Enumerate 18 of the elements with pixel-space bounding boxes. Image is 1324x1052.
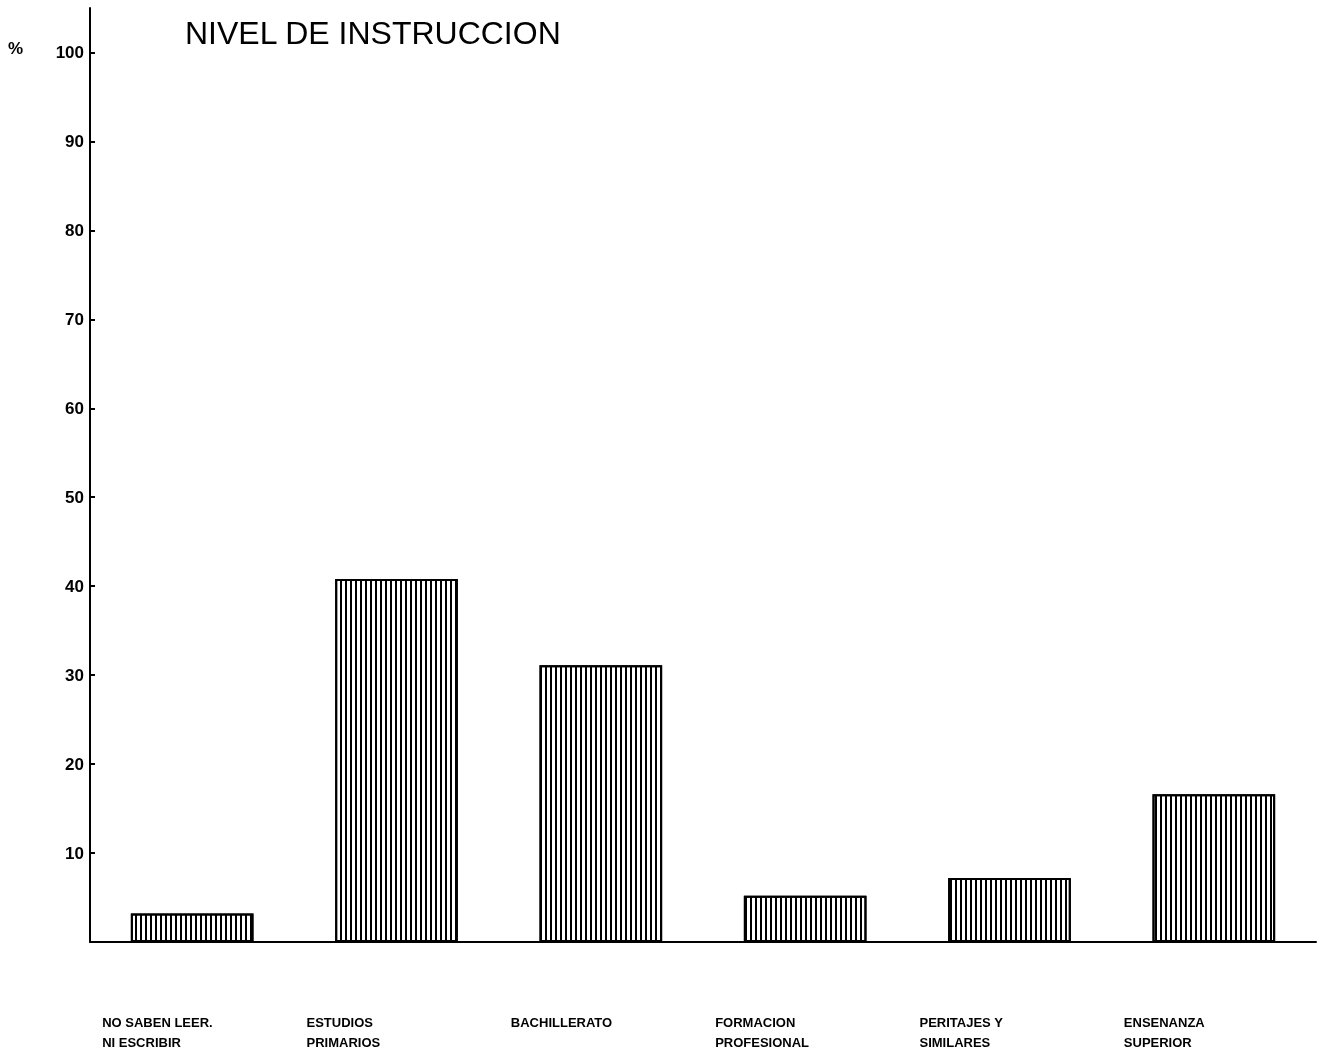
y-tick-label: 50	[65, 487, 84, 507]
x-tick-label: NO SABEN LEER. NI ESCRIBIR	[102, 1014, 213, 1050]
y-tick-label: 90	[65, 131, 84, 151]
y-tick-label: 60	[65, 398, 84, 418]
y-tick-label: 100	[55, 42, 84, 62]
x-tick-label: ENSENANZA SUPERIOR	[1123, 1014, 1206, 1050]
x-tick-label: BACHILLERATO	[510, 1014, 613, 1030]
x-tick-label: ESTUDIOS PRIMARIOS	[306, 1014, 381, 1050]
x-tick-label: PERITAJES Y SIMILARES	[919, 1014, 1004, 1050]
y-tick-label: 20	[65, 754, 84, 774]
y-tick-label: 80	[65, 220, 84, 240]
y-tick-label: 40	[65, 576, 84, 596]
x-tick-label: FORMACION PROFESIONAL	[715, 1014, 810, 1050]
y-tick-label: 10	[65, 843, 84, 863]
y-tick-label: 70	[65, 309, 84, 329]
y-tick-label: 30	[65, 665, 84, 685]
y-axis-title: %	[8, 39, 24, 59]
chart-title: NIVEL DE INSTRUCCION	[185, 15, 561, 51]
